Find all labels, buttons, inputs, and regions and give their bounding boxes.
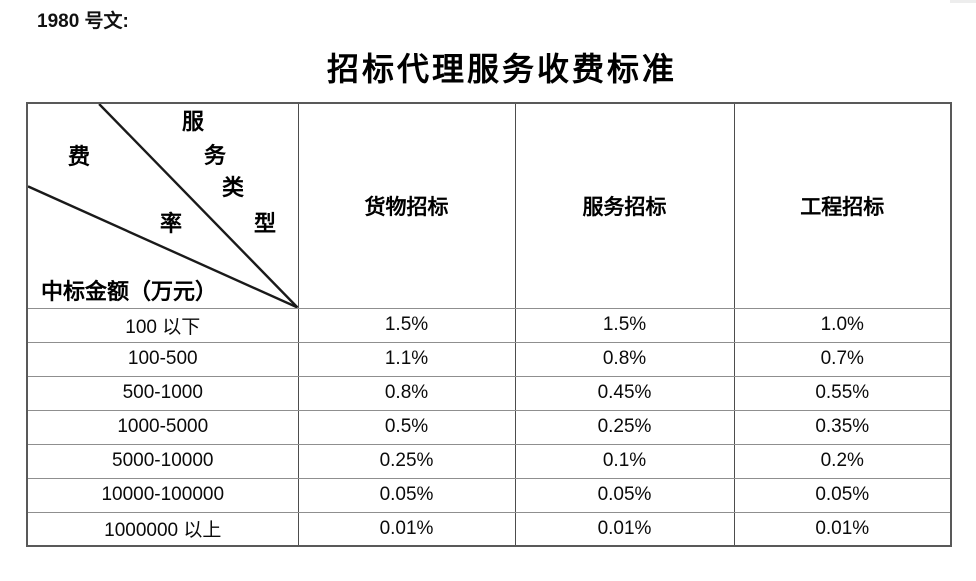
diagonal-divider-lines (28, 104, 297, 307)
goods-rate-cell: 1.5% (297, 307, 516, 343)
amount-range-cell: 1000-5000 (26, 409, 299, 445)
corner-label-service-type-char: 型 (253, 211, 277, 236)
corner-label-rate-char: 率 (159, 211, 183, 236)
engineering-rate-cell: 0.55% (733, 375, 952, 411)
amount-range-cell: 10000-100000 (26, 477, 299, 513)
engineering-rate-cell: 0.05% (733, 477, 952, 513)
table-row: 100-500 1.1% 0.8% 0.7% (26, 341, 952, 377)
goods-rate-cell: 0.5% (297, 409, 516, 445)
goods-rate-cell: 0.8% (297, 375, 516, 411)
service-rate-cell: 0.8% (514, 341, 735, 377)
goods-rate-cell: 0.05% (297, 477, 516, 513)
service-rate-cell: 0.45% (514, 375, 735, 411)
table-row: 1000000 以上 0.01% 0.01% 0.01% (26, 511, 952, 547)
table-row: 500-1000 0.8% 0.45% 0.55% (26, 375, 952, 411)
engineering-rate-cell: 0.01% (733, 511, 952, 547)
table-row: 10000-100000 0.05% 0.05% 0.05% (26, 477, 952, 513)
corner-label-service-type-char: 服 (181, 109, 205, 134)
goods-rate-cell: 0.01% (297, 511, 516, 547)
corner-label-service-type-char: 类 (221, 175, 245, 200)
engineering-rate-cell: 0.35% (733, 409, 952, 445)
amount-range-cell: 1000000 以上 (26, 511, 299, 547)
engineering-rate-cell: 0.7% (733, 341, 952, 377)
fee-standards-table: 服 务 类 型 费 率 中标金额（万元） 货物招标 服务招标 工程招标 100 … (26, 102, 952, 547)
service-rate-cell: 0.1% (514, 443, 735, 479)
document-number: 1980 号文: (37, 11, 129, 32)
column-header-service: 服务招标 (514, 102, 735, 309)
service-rate-cell: 0.01% (514, 511, 735, 547)
amount-range-cell: 500-1000 (26, 375, 299, 411)
goods-rate-cell: 0.25% (297, 443, 516, 479)
corner-label-amount: 中标金额（万元） (41, 279, 218, 304)
corner-label-service-type-char: 务 (203, 143, 227, 168)
corner-label-rate-char: 费 (67, 144, 91, 169)
table-row: 1000-5000 0.5% 0.25% 0.35% (26, 409, 952, 445)
goods-rate-cell: 1.1% (297, 341, 516, 377)
table-header-row: 服 务 类 型 费 率 中标金额（万元） 货物招标 服务招标 工程招标 (26, 102, 952, 309)
engineering-rate-cell: 0.2% (733, 443, 952, 479)
table-row: 100 以下 1.5% 1.5% 1.0% (26, 307, 952, 343)
service-rate-cell: 0.25% (514, 409, 735, 445)
amount-range-cell: 5000-10000 (26, 443, 299, 479)
amount-range-cell: 100-500 (26, 341, 299, 377)
engineering-rate-cell: 1.0% (733, 307, 952, 343)
table-row: 5000-10000 0.25% 0.1% 0.2% (26, 443, 952, 479)
service-rate-cell: 0.05% (514, 477, 735, 513)
page-title: 招标代理服务收费标准 (326, 51, 677, 87)
column-header-goods: 货物招标 (297, 102, 516, 309)
table-corner-cell: 服 务 类 型 费 率 中标金额（万元） (26, 102, 299, 309)
amount-range-cell: 100 以下 (26, 307, 299, 343)
page-edge-artifact (950, 0, 976, 3)
service-rate-cell: 1.5% (514, 307, 735, 343)
column-header-engineering: 工程招标 (733, 102, 952, 309)
